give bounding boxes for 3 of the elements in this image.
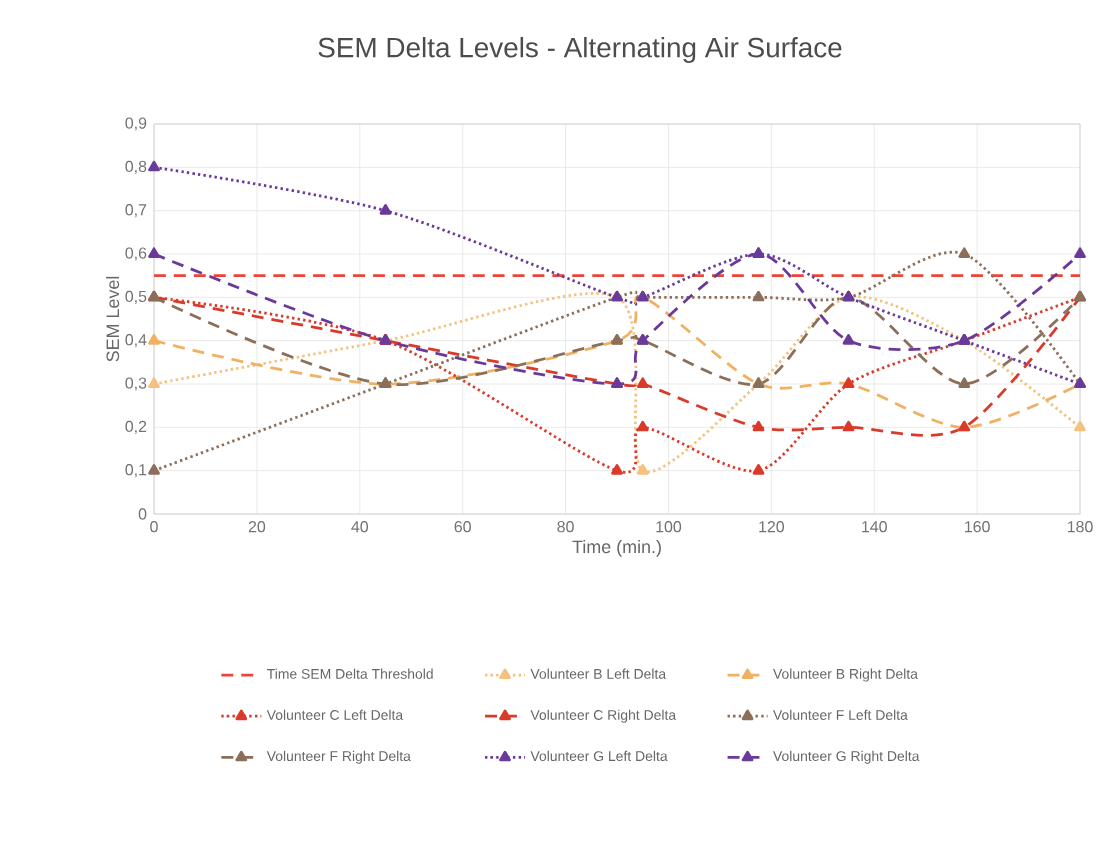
chart-title: SEM Delta Levels - Alternating Air Surface	[318, 36, 842, 63]
y-axis-title: SEM Level	[105, 276, 120, 362]
x-axis-title: Time (min.)	[572, 540, 661, 557]
